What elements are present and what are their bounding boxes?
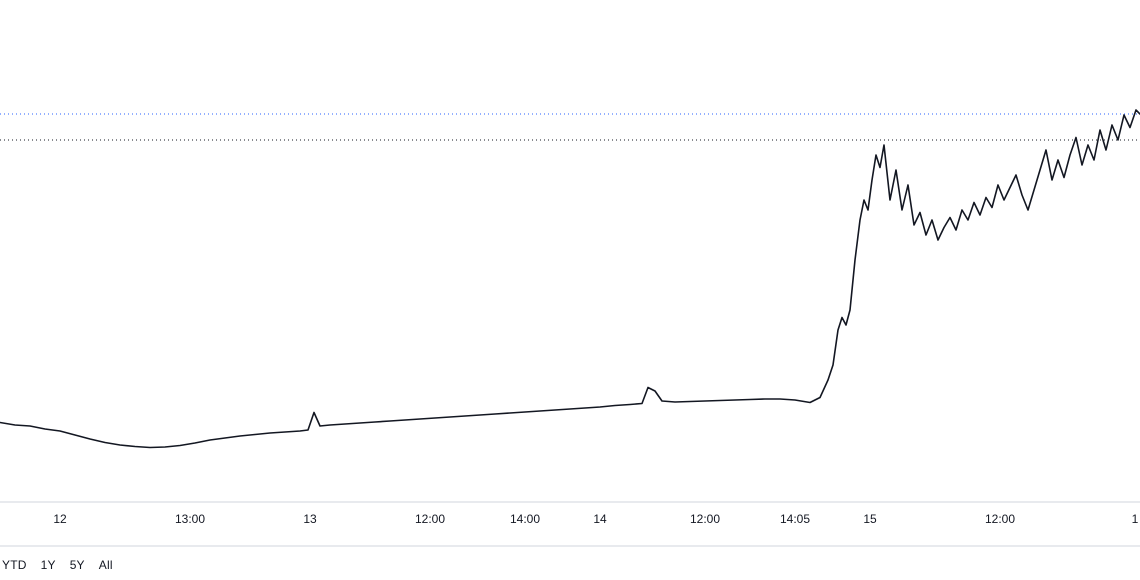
x-axis-label: 12:00 (415, 512, 445, 526)
range-button-all[interactable]: All (99, 558, 113, 572)
x-axis-label: 14:00 (510, 512, 540, 526)
x-axis-label: 14 (593, 512, 606, 526)
x-axis-label: 14:05 (780, 512, 810, 526)
x-axis-label: 12 (53, 512, 66, 526)
price-chart-svg (0, 0, 1140, 580)
price-chart-container: 1213:001312:0014:001412:0014:051512:001 … (0, 0, 1140, 580)
range-button-5y[interactable]: 5Y (70, 558, 85, 572)
price-line (0, 110, 1140, 448)
range-selector: YTD 1Y 5Y All (0, 558, 113, 572)
range-button-ytd[interactable]: YTD (2, 558, 27, 572)
x-axis-label: 12:00 (690, 512, 720, 526)
x-axis-label: 1 (1132, 512, 1139, 526)
x-axis-label: 13:00 (175, 512, 205, 526)
x-axis-label: 15 (863, 512, 876, 526)
range-button-1y[interactable]: 1Y (41, 558, 56, 572)
x-axis-label: 12:00 (985, 512, 1015, 526)
x-axis-label: 13 (303, 512, 316, 526)
